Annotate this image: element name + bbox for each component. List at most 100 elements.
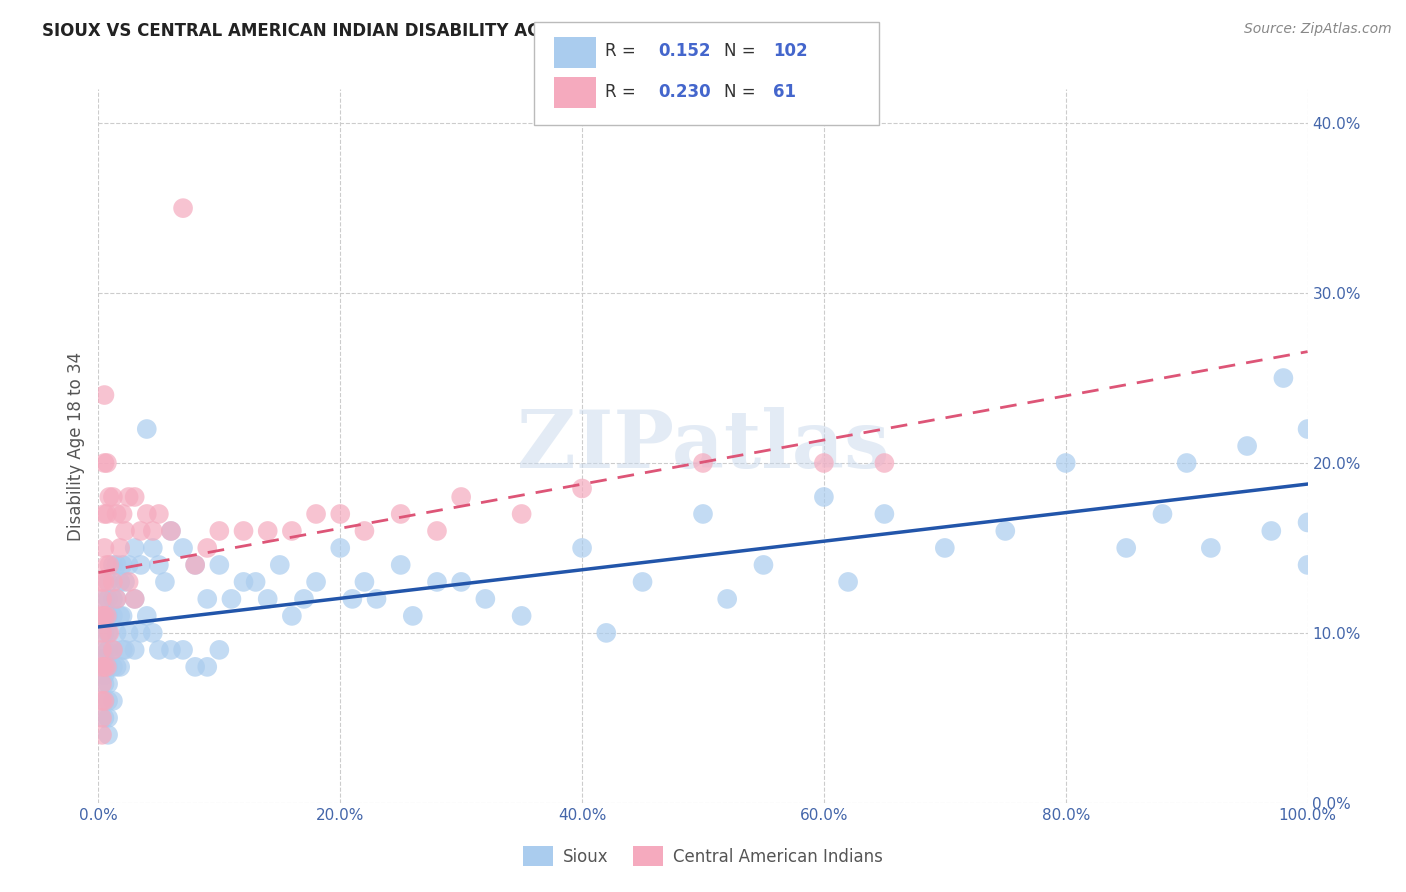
- Point: [93, 711, 115, 725]
- Point: [873, 456, 896, 470]
- Point: [184, 558, 207, 572]
- Point: [1175, 456, 1198, 470]
- Point: [389, 558, 412, 572]
- Point: [256, 524, 278, 538]
- Point: [571, 541, 593, 555]
- Point: [160, 643, 183, 657]
- Point: [342, 591, 364, 606]
- Legend: Sioux, Central American Indians: Sioux, Central American Indians: [516, 839, 890, 873]
- Point: [118, 558, 141, 572]
- Point: [96, 608, 118, 623]
- Point: [91, 728, 114, 742]
- Point: [118, 626, 141, 640]
- Point: [353, 574, 375, 589]
- Point: [101, 574, 124, 589]
- Point: [366, 591, 388, 606]
- Point: [692, 507, 714, 521]
- Point: [101, 608, 124, 623]
- Point: [994, 524, 1017, 538]
- Point: [184, 558, 207, 572]
- Text: 0.152: 0.152: [658, 42, 710, 60]
- Point: [221, 591, 243, 606]
- Point: [232, 574, 254, 589]
- Point: [111, 507, 134, 521]
- Point: [752, 558, 775, 572]
- Point: [97, 643, 120, 657]
- Point: [208, 558, 231, 572]
- Point: [96, 660, 118, 674]
- Point: [98, 490, 121, 504]
- Point: [129, 558, 152, 572]
- Point: [93, 608, 115, 623]
- Y-axis label: Disability Age 18 to 34: Disability Age 18 to 34: [66, 351, 84, 541]
- Point: [510, 507, 533, 521]
- Point: [91, 660, 114, 674]
- Point: [873, 507, 896, 521]
- Point: [124, 490, 146, 504]
- Point: [97, 608, 120, 623]
- Point: [114, 643, 136, 657]
- Point: [184, 660, 207, 674]
- Point: [142, 524, 165, 538]
- Point: [510, 608, 533, 623]
- Point: [93, 608, 115, 623]
- Point: [91, 626, 114, 640]
- Point: [97, 626, 120, 640]
- Point: [1296, 422, 1319, 436]
- Point: [631, 574, 654, 589]
- Point: [172, 643, 194, 657]
- Point: [813, 490, 835, 504]
- Point: [148, 558, 170, 572]
- Point: [97, 591, 120, 606]
- Point: [129, 626, 152, 640]
- Point: [96, 456, 118, 470]
- Text: ZIPatlas: ZIPatlas: [517, 407, 889, 485]
- Point: [101, 558, 124, 572]
- Text: N =: N =: [724, 42, 761, 60]
- Point: [105, 591, 128, 606]
- Point: [93, 456, 115, 470]
- Text: R =: R =: [605, 83, 641, 101]
- Point: [93, 626, 115, 640]
- Point: [111, 643, 134, 657]
- Point: [329, 541, 352, 555]
- Point: [148, 643, 170, 657]
- Point: [101, 643, 124, 657]
- Point: [450, 574, 472, 589]
- Point: [101, 490, 124, 504]
- Text: SIOUX VS CENTRAL AMERICAN INDIAN DISABILITY AGE 18 TO 34 CORRELATION CHART: SIOUX VS CENTRAL AMERICAN INDIAN DISABIL…: [42, 22, 846, 40]
- Point: [91, 608, 114, 623]
- Point: [98, 558, 121, 572]
- Point: [281, 608, 304, 623]
- Point: [245, 574, 267, 589]
- Point: [114, 574, 136, 589]
- Point: [93, 574, 115, 589]
- Text: 61: 61: [773, 83, 796, 101]
- Point: [1260, 524, 1282, 538]
- Point: [195, 541, 218, 555]
- Point: [101, 694, 124, 708]
- Point: [172, 541, 194, 555]
- Point: [595, 626, 617, 640]
- Point: [93, 694, 115, 708]
- Point: [108, 541, 131, 555]
- Text: 102: 102: [773, 42, 808, 60]
- Point: [474, 591, 496, 606]
- Point: [118, 490, 141, 504]
- Point: [195, 591, 218, 606]
- Point: [450, 490, 472, 504]
- Point: [232, 524, 254, 538]
- Point: [160, 524, 183, 538]
- Point: [160, 524, 183, 538]
- Point: [101, 660, 124, 674]
- Point: [97, 677, 120, 691]
- Point: [108, 660, 131, 674]
- Point: [124, 591, 146, 606]
- Point: [93, 677, 115, 691]
- Point: [105, 626, 128, 640]
- Point: [93, 694, 115, 708]
- Point: [571, 482, 593, 496]
- Point: [292, 591, 315, 606]
- Point: [91, 677, 114, 691]
- Point: [93, 643, 115, 657]
